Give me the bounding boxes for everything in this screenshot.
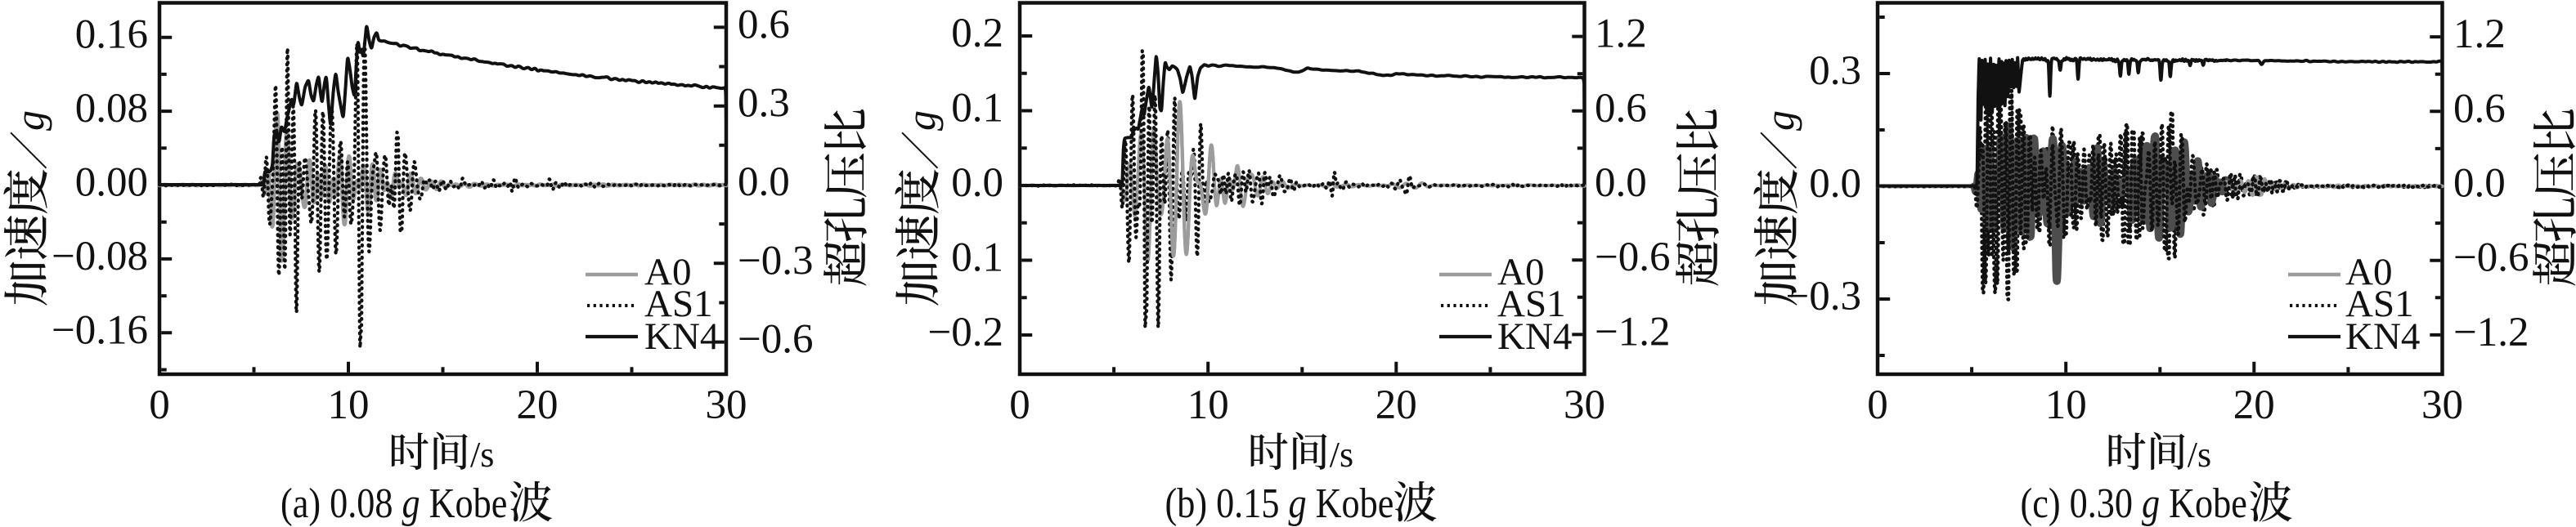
svg-text:KN4: KN4 <box>1497 315 1572 358</box>
svg-text:0.16: 0.16 <box>75 12 148 58</box>
svg-text:20: 20 <box>2233 382 2275 428</box>
svg-text:−1.2: −1.2 <box>2453 310 2529 355</box>
svg-text:AS1: AS1 <box>644 283 713 325</box>
svg-text:10: 10 <box>2045 382 2087 428</box>
svg-text:0.3: 0.3 <box>1809 48 1861 94</box>
svg-text:−0.3: −0.3 <box>1785 274 1861 319</box>
svg-text:0: 0 <box>1009 382 1030 428</box>
svg-text:0.0: 0.0 <box>1595 160 1647 206</box>
svg-text:(a) 0.08 g Kobe: (a) 0.08 g Kobe <box>280 480 507 527</box>
svg-text:/s: /s <box>1330 435 1353 475</box>
svg-text:0.1: 0.1 <box>951 86 1003 132</box>
svg-text:−0.2: −0.2 <box>927 310 1003 355</box>
svg-text:1.2: 1.2 <box>1595 11 1647 57</box>
svg-text:KN4: KN4 <box>2345 315 2420 358</box>
svg-text:−0.3: −0.3 <box>738 238 814 284</box>
svg-text:−0.6: −0.6 <box>2453 235 2529 281</box>
svg-text:10: 10 <box>328 382 370 428</box>
svg-text:30: 30 <box>706 382 747 428</box>
svg-text:(b) 0.15 g Kobe: (b) 0.15 g Kobe <box>1165 480 1394 527</box>
svg-text:30: 30 <box>1564 382 1605 428</box>
svg-text:20: 20 <box>517 382 559 428</box>
svg-text:20: 20 <box>1376 382 1417 428</box>
svg-text:0.0: 0.0 <box>2453 161 2506 207</box>
svg-text:0.6: 0.6 <box>1595 86 1647 132</box>
svg-text:0.1: 0.1 <box>951 235 1003 281</box>
svg-text:(c) 0.30 g Kobe: (c) 0.30 g Kobe <box>2021 480 2247 527</box>
svg-text:0.6: 0.6 <box>2453 86 2506 132</box>
svg-text:0: 0 <box>149 382 170 428</box>
svg-text:KN4: KN4 <box>644 315 719 358</box>
svg-text:0: 0 <box>1867 382 1888 428</box>
svg-text:AS1: AS1 <box>1497 283 1566 325</box>
svg-text:0.3: 0.3 <box>738 81 790 127</box>
svg-text:0.6: 0.6 <box>738 2 790 47</box>
svg-text:g: g <box>898 110 944 131</box>
svg-text:10: 10 <box>1187 382 1229 428</box>
svg-text:0.2: 0.2 <box>951 11 1003 56</box>
svg-text:−0.16: −0.16 <box>52 307 148 353</box>
svg-text:−0.6: −0.6 <box>738 317 814 363</box>
svg-text:1.2: 1.2 <box>2453 11 2506 57</box>
svg-text:A0: A0 <box>2345 251 2392 293</box>
svg-text:30: 30 <box>2421 382 2463 428</box>
svg-text:/s: /s <box>470 435 494 475</box>
svg-text:A0: A0 <box>1497 251 1544 293</box>
svg-text:0.0: 0.0 <box>951 160 1003 206</box>
svg-text:−0.08: −0.08 <box>52 234 148 279</box>
svg-text:0.0: 0.0 <box>1809 161 1861 207</box>
svg-text:−1.2: −1.2 <box>1595 309 1671 355</box>
svg-text:/s: /s <box>2188 435 2211 475</box>
svg-text:g: g <box>7 110 52 131</box>
svg-text:0.00: 0.00 <box>75 160 148 206</box>
svg-text:−0.6: −0.6 <box>1595 234 1671 280</box>
svg-text:0.08: 0.08 <box>75 86 148 132</box>
svg-text:AS1: AS1 <box>2345 283 2414 325</box>
svg-text:A0: A0 <box>644 251 691 293</box>
svg-text:g: g <box>1757 110 1802 131</box>
svg-text:0.0: 0.0 <box>738 159 790 205</box>
